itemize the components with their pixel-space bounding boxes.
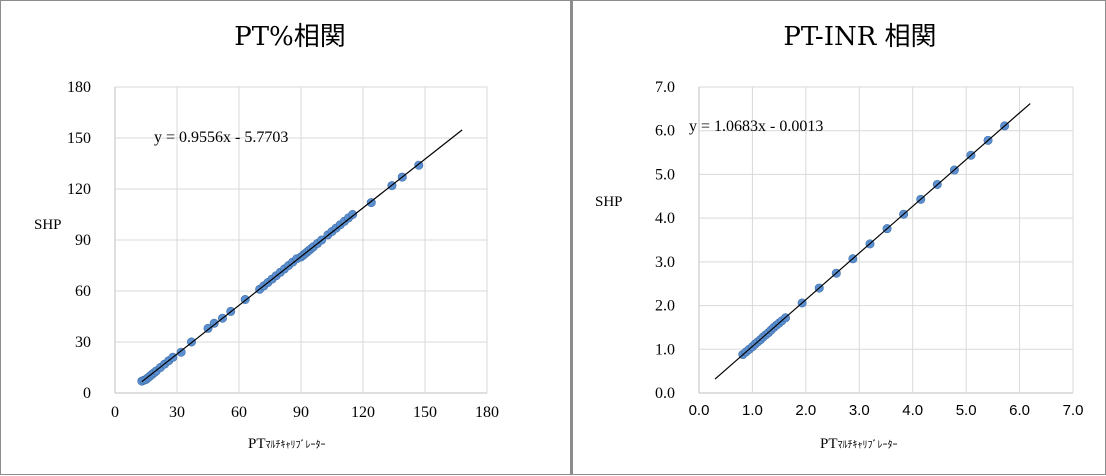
y-axis-label: SHP	[34, 217, 62, 233]
x-axis-label: PTﾏﾙﾁｷｬﾘﾌﾞﾚｰﾀｰ	[820, 436, 898, 452]
chart-title: PT-INR 相関	[783, 22, 936, 52]
chart-panel-pt-inr: PT-INR 相関 0.0 1.0 2.0 3.0 4.0 5.0 6.0 7.0 0.0 1.0 2…	[571, 0, 1106, 475]
y-tick-label: 180	[67, 79, 91, 96]
y-tick-label: 150	[67, 130, 91, 147]
chart-title: PT%相関	[234, 22, 346, 52]
y-tick-label: 60	[75, 283, 91, 300]
trendline-equation: y = 0.9556x - 5.7703	[154, 129, 288, 146]
data-point	[176, 347, 186, 357]
y-tick-label: 4.0	[655, 210, 675, 227]
chart-pt-inr: PT-INR 相関 0.0 1.0 2.0 3.0 4.0 5.0 6.0 7.0 0.0 1.0 2…	[595, 22, 1084, 452]
chart-pt-percent: PT%相関 0 30 60 90 120 150 180 0 30 60 90 120 150 180 SHP…	[34, 22, 499, 452]
data-point	[203, 323, 213, 333]
x-tick-label: 0.0	[689, 402, 710, 419]
x-tick-label: 180	[475, 404, 499, 421]
y-tick-label: 90	[75, 232, 91, 249]
x-tick-label: 4.0	[902, 402, 923, 419]
data-point	[348, 210, 358, 220]
x-tick-label: 30	[169, 404, 185, 421]
x-axis-label: PTﾏﾙﾁｷｬﾘﾌﾞﾚｰﾀｰ	[248, 436, 326, 452]
x-tick-label: 90	[293, 404, 309, 421]
x-tick-label: 2.0	[795, 402, 816, 419]
trendline-equation: y = 1.0683x - 0.0013	[689, 118, 823, 135]
y-axis-label: SHP	[595, 194, 623, 210]
trendline	[714, 103, 1031, 380]
x-tick-label: 7.0	[1063, 402, 1084, 419]
x-tick-label: 120	[351, 404, 375, 421]
y-tick-label: 2.0	[655, 298, 675, 315]
y-tick-label: 5.0	[655, 166, 675, 183]
x-tick-label: 60	[231, 404, 247, 421]
y-tick-label: 3.0	[655, 254, 675, 271]
x-tick-label: 5.0	[956, 402, 977, 419]
y-tick-label: 30	[75, 334, 91, 351]
y-tick-label: 120	[67, 181, 91, 198]
data-point	[366, 198, 376, 208]
x-tick-label: 150	[413, 404, 437, 421]
x-tick-label: 0	[111, 404, 119, 421]
x-tick-label: 6.0	[1009, 402, 1030, 419]
y-tick-label: 6.0	[655, 123, 675, 140]
chart-panel-pt-percent: PT%相関 0 30 60 90 120 150 180 0 30 60 90 120 150 180 SHP…	[0, 0, 571, 475]
x-tick-label: 3.0	[849, 402, 870, 419]
y-tick-label: 0.0	[655, 385, 675, 402]
y-tick-label: 1.0	[655, 341, 675, 358]
y-tick-label: 0	[83, 385, 91, 402]
x-tick-label: 1.0	[742, 402, 763, 419]
data-point	[209, 318, 219, 328]
trendline	[141, 129, 463, 383]
y-tick-label: 7.0	[655, 79, 675, 96]
